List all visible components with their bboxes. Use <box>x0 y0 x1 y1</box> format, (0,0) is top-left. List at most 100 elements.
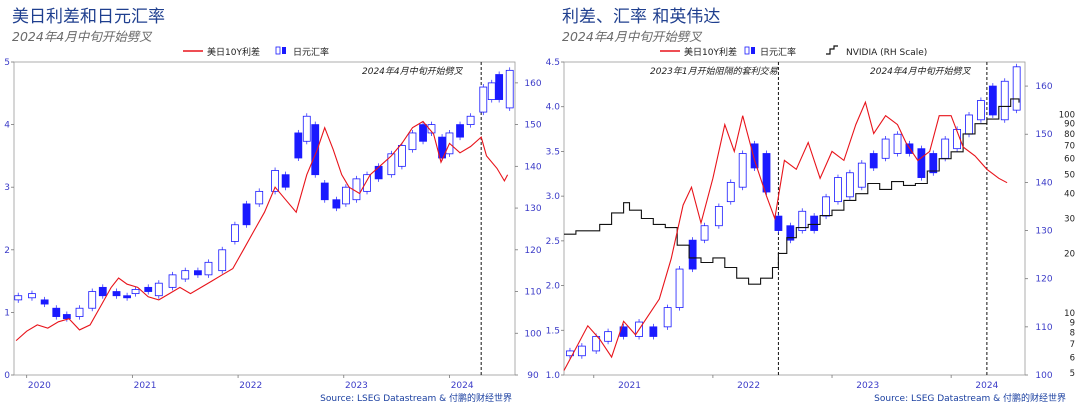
right-candle-body <box>893 133 902 154</box>
left-lines <box>15 120 509 342</box>
right-legend-spread-label: 美日10Y利差 <box>684 46 737 58</box>
right-candle-body <box>822 196 830 217</box>
right-y-tick-label: 1.5 <box>546 326 560 336</box>
left-legend-candle-filled <box>282 47 286 54</box>
right-candle-body <box>700 225 709 241</box>
right-x-tick-label: 2021 <box>618 381 641 391</box>
left-candle-body <box>242 203 251 226</box>
right-candle-body <box>649 326 658 337</box>
left-candle-body <box>194 270 202 276</box>
right-y3-tick-label: 100 <box>1059 111 1075 121</box>
left-candle-body <box>181 270 190 280</box>
right-candle-body <box>1000 80 1009 121</box>
left-candle-body <box>419 124 427 142</box>
left-y2-tick-label: 160 <box>524 79 541 89</box>
left-candle-body <box>231 224 239 242</box>
left-x-tick-label: 2021 <box>134 381 157 391</box>
right-y3-tick-label: 9 <box>1070 318 1075 328</box>
left-spread-line <box>15 120 509 342</box>
right-candle-body <box>857 162 866 188</box>
left-candle-body <box>505 69 514 109</box>
left-candle-body <box>88 291 97 309</box>
left-candle-body <box>98 286 107 297</box>
right-chart-title: 利差、汇率 和英伟达 <box>562 7 721 27</box>
left-y-tick-label: 0 <box>4 371 10 381</box>
left-candle-body <box>28 293 36 299</box>
right-y-tick-label: 1.0 <box>546 371 561 381</box>
left-candle-body <box>387 153 396 176</box>
right-candle-body <box>798 210 807 231</box>
right-axes: 1.0 1.5 2.0 2.5 3.0 3.5 4.0 4.5 100 110 120 130 140 1… <box>546 58 1075 391</box>
right-candle-body <box>675 268 684 308</box>
left-y2-tick-label: 100 <box>524 329 541 339</box>
right-annotation-carry: 2023年1月开始阻隔的套利交易 <box>650 66 779 77</box>
right-legend-candle-filled <box>751 47 755 54</box>
right-y3-tick-label: 10 <box>1064 309 1075 319</box>
right-spread-line <box>563 100 1008 371</box>
right-candle-body <box>929 153 938 174</box>
right-candle-body <box>577 345 586 357</box>
right-y3-tick-label: 7 <box>1070 340 1075 350</box>
left-x-tick-label: 2024 <box>451 381 474 391</box>
left-candle-body <box>311 124 320 176</box>
left-source: Source: LSEG Datastream & 付鹏的财经世界 <box>320 392 512 404</box>
left-axes: 0 1 2 3 4 5 90 100 110 120 130 140 150 160 2020 2021 202… <box>4 58 542 391</box>
left-candle-body <box>168 274 177 288</box>
right-y-tick-label: 2.5 <box>546 237 560 247</box>
right-y-tick-label: 4.0 <box>546 103 561 113</box>
right-candle-body <box>663 307 672 328</box>
right-candle-body <box>604 331 612 342</box>
right-x-tick-label: 2023 <box>856 381 879 391</box>
left-candle-body <box>487 82 496 100</box>
right-candle-body <box>881 138 890 159</box>
left-candle-body <box>456 124 464 138</box>
left-usdjpy-candles <box>14 67 514 322</box>
left-y-tick-label: 5 <box>4 58 10 68</box>
left-candle-body <box>466 115 475 126</box>
right-y3-tick-label: 90 <box>1064 120 1075 130</box>
right-y2-tick-label: 120 <box>1035 275 1052 285</box>
left-candle-body <box>204 261 213 276</box>
left-y-tick-label: 3 <box>4 183 10 193</box>
right-candle-body <box>834 177 842 203</box>
left-candle-body <box>281 174 290 188</box>
left-candle-body <box>62 314 71 320</box>
left-legend-candle-open <box>275 46 281 55</box>
right-candle-body <box>869 153 878 169</box>
right-y-tick-label: 3.5 <box>546 147 560 157</box>
right-candle-body <box>941 138 950 159</box>
left-legend-usdjpy-label: 日元汇率 <box>293 46 329 58</box>
left-chart-title: 美日利差和日元汇率 <box>12 7 165 27</box>
left-y2-tick-label: 130 <box>524 204 541 214</box>
right-source: Source: LSEG Datastream & 付鹏的财经世界 <box>874 392 1066 404</box>
right-x-tick-label: 2024 <box>975 381 998 391</box>
left-y-tick-label: 1 <box>4 308 10 318</box>
right-candle-body <box>726 181 735 203</box>
left-y2-tick-label: 150 <box>524 121 541 131</box>
right-lines <box>563 98 1020 371</box>
right-candle-body <box>750 143 759 169</box>
right-y-tick-label: 2.0 <box>546 282 561 292</box>
right-candle-body <box>917 148 926 178</box>
right-y2-tick-label: 160 <box>1035 82 1052 92</box>
left-candle-body <box>40 299 49 305</box>
left-chart-subtitle: 2024年4月中旬开始劈叉 <box>12 29 152 44</box>
left-candle-body <box>255 190 264 205</box>
left-x-tick-label: 2023 <box>345 381 368 391</box>
left-candle-body <box>479 86 488 113</box>
right-y3-tick-label: 50 <box>1064 170 1075 180</box>
left-legend-spread-label: 美日10Y利差 <box>207 46 260 58</box>
left-candle-body <box>123 295 131 299</box>
left-legend: 美日10Y利差 日元汇率 <box>183 46 329 58</box>
right-y2-tick-label: 110 <box>1035 323 1052 333</box>
right-y2-tick-label: 100 <box>1035 371 1052 381</box>
right-candle-body <box>1012 66 1021 111</box>
right-legend-candle-open <box>744 46 750 55</box>
right-candle-body <box>786 225 795 241</box>
right-y3-tick-label: 6 <box>1070 353 1075 363</box>
left-candle-body <box>144 286 153 292</box>
left-candle-body <box>320 182 329 201</box>
right-candle-body <box>688 239 697 270</box>
right-x-tick-label: 2022 <box>737 381 760 391</box>
